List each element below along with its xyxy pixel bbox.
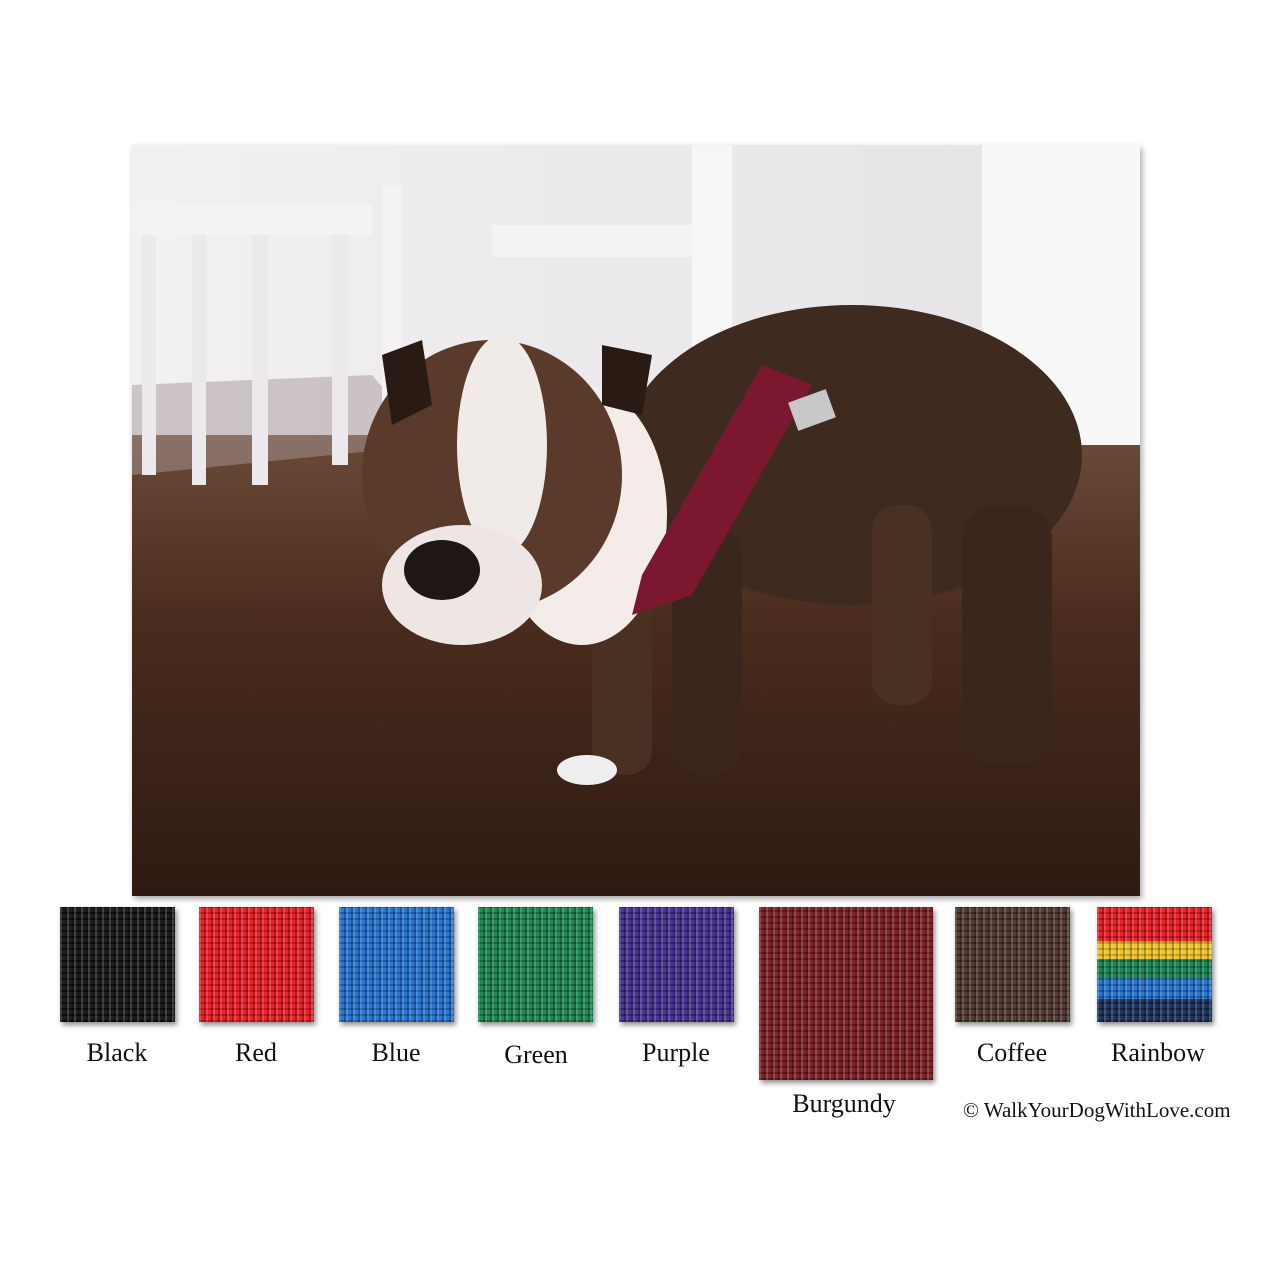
swatch-label-blue: Blue: [371, 1038, 421, 1067]
swatch-label-purple: Purple: [642, 1038, 710, 1067]
swatch-label-red: Red: [235, 1038, 277, 1067]
swatch-burgundy[interactable]: [759, 907, 933, 1080]
swatch-label-black: Black: [86, 1038, 148, 1067]
swatch-purple[interactable]: [619, 907, 734, 1022]
swatch-label-burgundy: Burgundy: [792, 1089, 896, 1118]
swatch-blue-fill: [339, 907, 454, 1022]
swatch-burgundy-fill: [759, 907, 933, 1080]
swatch-rainbow-fill: [1097, 907, 1212, 1022]
swatch-blue[interactable]: [339, 907, 454, 1022]
swatch-green-fill: [478, 907, 593, 1022]
swatch-rainbow[interactable]: [1097, 907, 1212, 1022]
swatch-black[interactable]: [60, 907, 175, 1022]
swatch-red[interactable]: [199, 907, 314, 1022]
swatch-label-rainbow: Rainbow: [1111, 1038, 1205, 1067]
swatch-green[interactable]: [478, 907, 593, 1022]
copyright-text: © WalkYourDogWithLove.com: [963, 1098, 1231, 1122]
swatch-purple-fill: [619, 907, 734, 1022]
swatch-black-fill: [60, 907, 175, 1022]
dog-photo-illustration: [132, 145, 1140, 896]
swatch-label-coffee: Coffee: [976, 1038, 1048, 1067]
swatch-coffee[interactable]: [955, 907, 1070, 1022]
swatch-coffee-fill: [955, 907, 1070, 1022]
swatch-label-green: Green: [504, 1040, 568, 1069]
dog-photo: [132, 145, 1140, 896]
swatch-red-fill: [199, 907, 314, 1022]
